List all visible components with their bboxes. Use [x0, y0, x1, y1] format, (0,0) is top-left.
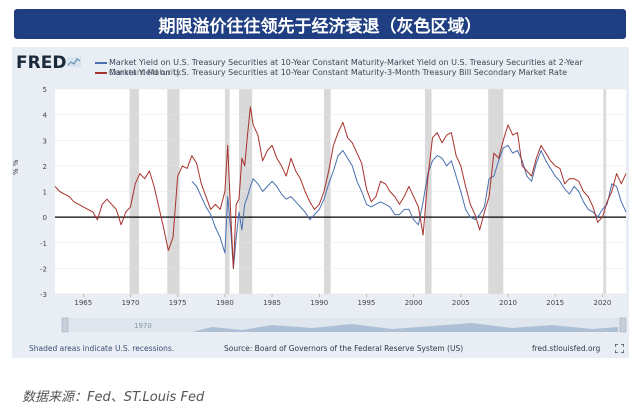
legend-entry-10y2y[interactable]: Market Yield on U.S. Treasury Securities…: [95, 58, 583, 67]
legend-label-10y3m: Market Yield on U.S. Treasury Securities…: [109, 68, 567, 77]
y-tick-label: 5: [43, 86, 47, 94]
navigator-minimap: [192, 323, 618, 332]
x-tick-label: 1975: [169, 299, 187, 307]
x-tick-label: 1990: [310, 299, 328, 307]
x-tick-label: 2000: [405, 299, 423, 307]
x-tick-label: 2020: [593, 299, 611, 307]
y-tick-label: 3: [43, 137, 47, 145]
y-tick-label: 0: [43, 214, 47, 222]
legend-overlap-text: Constant Maturity: [109, 68, 181, 77]
x-tick-label: 1985: [263, 299, 281, 307]
series-line-10y-2y: [191, 144, 627, 269]
legend-swatch-blue: [95, 61, 107, 64]
legend-label-10y2y: Market Yield on U.S. Treasury Securities…: [109, 58, 583, 67]
x-tick-label: 1980: [216, 299, 234, 307]
navigator-right-handle[interactable]: [619, 317, 627, 333]
legend-entry-10y3m[interactable]: Market Yield on U.S. Treasury Securities…: [95, 68, 567, 77]
x-tick-label: 1965: [74, 299, 92, 307]
fred-logo: FRED: [16, 53, 67, 73]
y-tick-label: 2: [43, 163, 47, 171]
fred-site-link[interactable]: fred.stlouisfed.org: [532, 344, 601, 353]
y-tick-label: 4: [43, 112, 48, 120]
series-line-10y-3m: [54, 106, 627, 269]
x-tick-label: 2015: [546, 299, 564, 307]
range-navigator[interactable]: 1970: [61, 317, 627, 333]
fred-logo-graph-icon: [67, 57, 81, 67]
series-lines: [54, 106, 627, 269]
fullscreen-icon[interactable]: [615, 344, 624, 353]
y-tick-label: 1: [43, 189, 47, 197]
navigator-year-label: 1970: [134, 322, 152, 330]
x-tick-label: 2010: [499, 299, 517, 307]
data-source-caption: 数据来源：Fed、ST.Louis Fed: [22, 390, 205, 405]
source-note-fred: Source: Board of Governors of the Federa…: [224, 344, 464, 353]
chart-title: 期限溢价往往领先于经济衰退（灰色区域）: [158, 16, 482, 37]
legend-swatch-red: [95, 71, 107, 74]
navigator-left-handle[interactable]: [61, 317, 69, 333]
chart-svg: -3 -2 -1 0 1 2 3 4 5 1965 1970 1975 1980 1985 1990 1995…: [40, 86, 627, 333]
recession-note: Shaded areas indicate U.S. recessions.: [29, 344, 175, 353]
x-tick-label: 2005: [452, 299, 470, 307]
x-tick-label: 1995: [358, 299, 376, 307]
axes: -3 -2 -1 0 1 2 3 4 5 1965 1970 1975 1980 1985 1990 1995…: [40, 86, 626, 307]
x-tick-label: 1970: [122, 299, 140, 307]
y-tick-label: -1: [40, 240, 47, 248]
fred-chart-panel: FRED Market Yield on U.S. Treasury Secur…: [12, 47, 629, 358]
y-tick-label: -3: [40, 291, 47, 299]
chart-title-banner: 期限溢价往往领先于经济衰退（灰色区域）: [14, 9, 626, 39]
y-tick-label: -2: [40, 265, 47, 273]
